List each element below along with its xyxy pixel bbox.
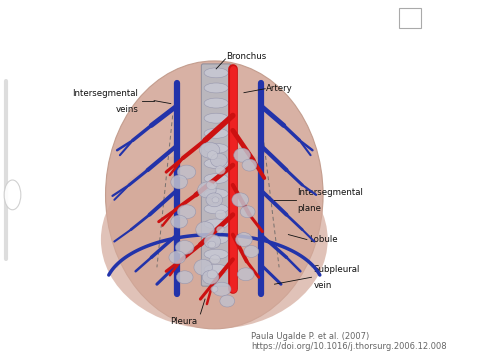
Text: Intersegmental: Intersegmental [72, 89, 138, 98]
Ellipse shape [214, 226, 221, 233]
Ellipse shape [213, 282, 231, 296]
Ellipse shape [171, 175, 188, 189]
Ellipse shape [204, 68, 228, 78]
Ellipse shape [204, 158, 228, 168]
Ellipse shape [196, 222, 214, 238]
Text: Paula Ugalde P. et al. (2007): Paula Ugalde P. et al. (2007) [252, 332, 370, 341]
Ellipse shape [215, 166, 225, 174]
Ellipse shape [204, 128, 228, 138]
Ellipse shape [204, 234, 228, 244]
Ellipse shape [204, 83, 228, 93]
Text: plane: plane [298, 204, 322, 213]
Ellipse shape [232, 193, 249, 207]
Ellipse shape [216, 256, 224, 262]
Ellipse shape [200, 142, 220, 158]
Ellipse shape [240, 206, 255, 218]
Text: Bronchus: Bronchus [227, 53, 266, 62]
Ellipse shape [171, 215, 188, 228]
Ellipse shape [204, 264, 228, 274]
Ellipse shape [212, 197, 220, 203]
Text: Subpleural: Subpleural [313, 265, 360, 274]
Text: veins: veins [116, 105, 138, 114]
Ellipse shape [204, 98, 228, 108]
Ellipse shape [101, 150, 328, 329]
Ellipse shape [204, 249, 228, 259]
Ellipse shape [234, 148, 251, 162]
Ellipse shape [216, 270, 225, 279]
Text: vein: vein [313, 281, 332, 290]
Text: Intersegmental: Intersegmental [298, 188, 363, 197]
Ellipse shape [220, 295, 235, 307]
Ellipse shape [4, 180, 21, 210]
FancyBboxPatch shape [398, 8, 421, 28]
Ellipse shape [236, 233, 252, 247]
Text: Pleura: Pleura [170, 317, 198, 326]
Ellipse shape [204, 113, 228, 123]
Ellipse shape [175, 240, 194, 255]
Ellipse shape [211, 153, 227, 167]
Text: https://doi.org/10.1016/j.thorsurg.2006.12.008: https://doi.org/10.1016/j.thorsurg.2006.… [252, 342, 447, 351]
Ellipse shape [194, 260, 213, 275]
Ellipse shape [212, 211, 220, 219]
Ellipse shape [216, 285, 226, 294]
Ellipse shape [204, 204, 228, 214]
Ellipse shape [202, 270, 219, 284]
Ellipse shape [204, 174, 228, 184]
Ellipse shape [242, 159, 257, 171]
Ellipse shape [176, 271, 193, 284]
Ellipse shape [177, 165, 196, 179]
Ellipse shape [204, 143, 228, 153]
Ellipse shape [204, 235, 221, 248]
Text: Lobule: Lobule [309, 235, 337, 244]
Ellipse shape [169, 251, 186, 264]
Ellipse shape [177, 205, 196, 219]
Ellipse shape [238, 268, 254, 281]
Ellipse shape [216, 182, 224, 188]
Ellipse shape [198, 182, 216, 198]
FancyBboxPatch shape [201, 64, 231, 286]
Ellipse shape [213, 152, 220, 158]
Ellipse shape [206, 193, 223, 207]
Ellipse shape [215, 241, 223, 248]
Ellipse shape [204, 219, 228, 229]
Text: Artery: Artery [266, 84, 293, 93]
Ellipse shape [106, 61, 323, 329]
Ellipse shape [204, 189, 228, 199]
Ellipse shape [244, 246, 259, 257]
